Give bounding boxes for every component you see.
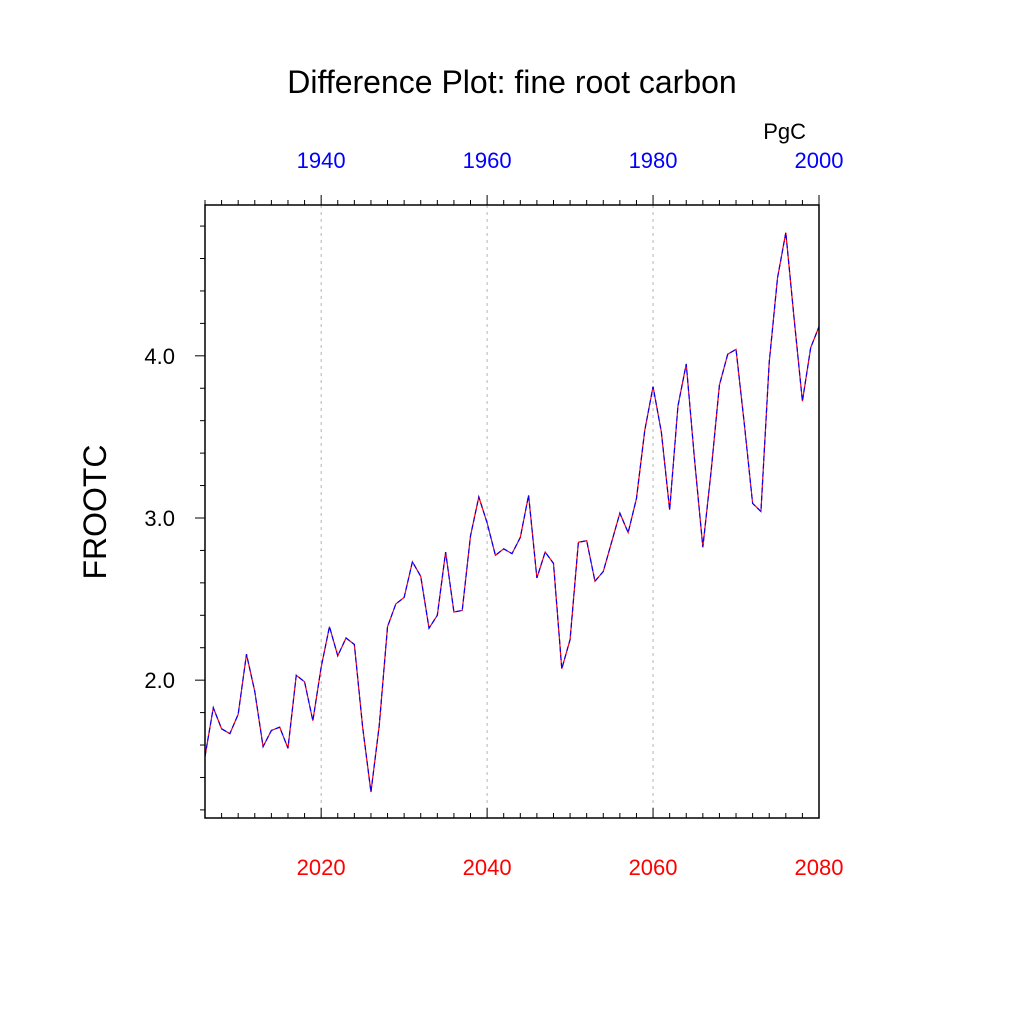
plot-frame — [204, 204, 820, 819]
grid-lines — [320, 205, 654, 818]
units-label: PgC — [763, 119, 806, 144]
top-axis-tick-label: 1940 — [297, 148, 346, 173]
data-series — [204, 232, 820, 793]
bottom-axis-tick-label: 2080 — [795, 855, 844, 880]
top-axis-tick-label: 1960 — [463, 148, 512, 173]
series-line — [204, 232, 820, 793]
top-axis-tick-label: 2000 — [795, 148, 844, 173]
bottom-axis-tick-label: 2040 — [463, 855, 512, 880]
y-axis-tick-label: 3.0 — [144, 506, 175, 531]
chart-title: Difference Plot: fine root carbon — [287, 64, 736, 100]
y-axis-tick-label: 4.0 — [144, 344, 175, 369]
top-axis-tick-label: 1980 — [629, 148, 678, 173]
axes: 2020 2040 2060 2080 1940 1960 1980 2000 2.0 3.0 4.… — [144, 148, 843, 880]
y-axis-tick-label: 2.0 — [144, 668, 175, 693]
y-axis-label: FROOTC — [77, 444, 113, 579]
bottom-axis-tick-label: 2060 — [629, 855, 678, 880]
bottom-axis-tick-label: 2020 — [297, 855, 346, 880]
series-line — [204, 232, 820, 793]
